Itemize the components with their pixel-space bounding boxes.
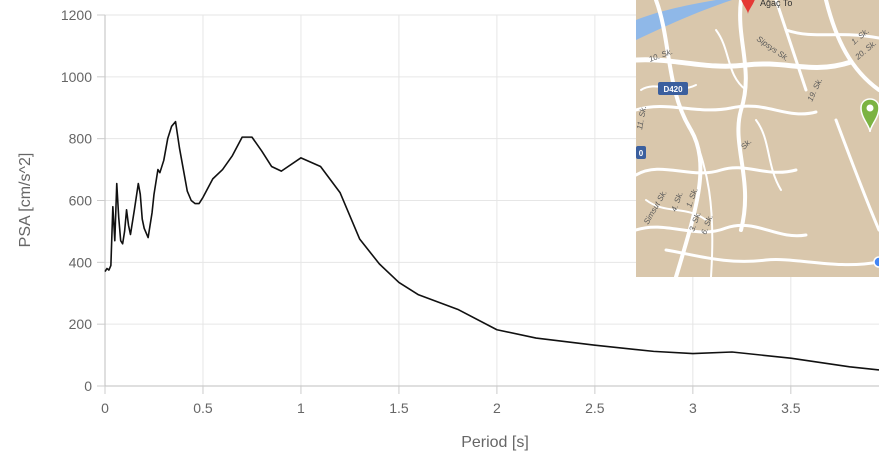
x-tick-label: 1.5 xyxy=(389,400,409,416)
map-inset[interactable]: D420 0 10. Sk. Sipsys Sk. 11. Sk. Simsut… xyxy=(636,0,879,277)
x-axis-ticks: 0 0.5 1 1.5 2 2.5 3 3.5 xyxy=(101,386,801,416)
y-tick-label: 0 xyxy=(84,378,92,394)
y-axis-ticks: 0 200 400 600 800 1000 1200 xyxy=(61,7,105,394)
x-tick-label: 2 xyxy=(493,400,501,416)
road-badge-left: 0 xyxy=(636,146,646,159)
map-canvas[interactable]: D420 0 10. Sk. Sipsys Sk. 11. Sk. Simsut… xyxy=(636,0,879,277)
x-tick-label: 0 xyxy=(101,400,109,416)
y-tick-label: 1000 xyxy=(61,69,92,85)
y-tick-label: 1200 xyxy=(61,7,92,23)
y-tick-label: 600 xyxy=(69,193,93,209)
x-tick-label: 2.5 xyxy=(585,400,605,416)
x-tick-label: 0.5 xyxy=(193,400,213,416)
svg-text:D420: D420 xyxy=(663,85,683,94)
y-tick-label: 200 xyxy=(69,316,93,332)
y-axis-title: PSA [cm/s^2] xyxy=(17,153,34,248)
map-marker-red-label: Ağaç To xyxy=(760,0,792,8)
y-tick-label: 400 xyxy=(69,254,93,270)
x-tick-label: 3 xyxy=(689,400,697,416)
svg-text:0: 0 xyxy=(639,149,644,158)
map-marker-blue[interactable] xyxy=(874,257,879,267)
x-tick-label: 3.5 xyxy=(781,400,801,416)
y-tick-label: 800 xyxy=(69,131,93,147)
x-tick-label: 1 xyxy=(297,400,305,416)
x-axis-title: Period [s] xyxy=(461,434,529,451)
road-badge: D420 xyxy=(658,82,688,95)
